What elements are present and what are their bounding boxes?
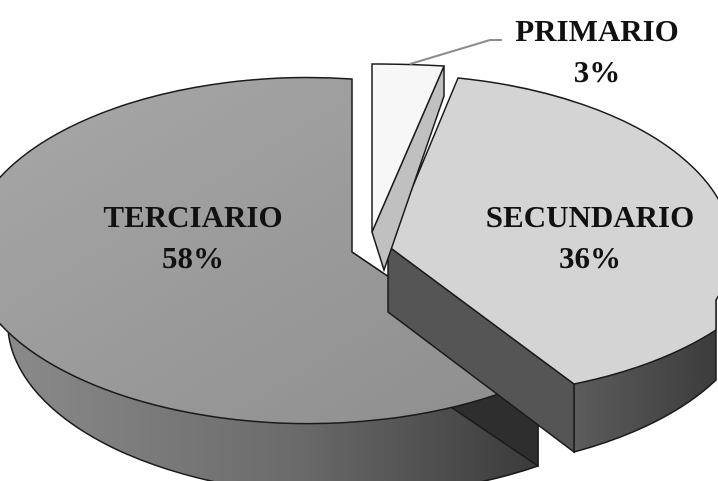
slice-secundario-top [387,77,718,385]
label-primario-value: 3% [574,54,621,89]
label-terciario-value: 58% [162,240,224,275]
slice-primario-top [371,63,446,233]
label-terciario-category: TERCIARIO [103,199,282,234]
label-primario-category: PRIMARIO [515,13,679,48]
slice-terciario-top [0,76,540,425]
label-secundario-value: 36% [559,240,621,275]
label-secundario-category: SECUNDARIO [486,199,694,234]
slice-primario [371,63,446,273]
primario-leader-line [409,39,502,65]
slice-secundario [387,77,718,454]
